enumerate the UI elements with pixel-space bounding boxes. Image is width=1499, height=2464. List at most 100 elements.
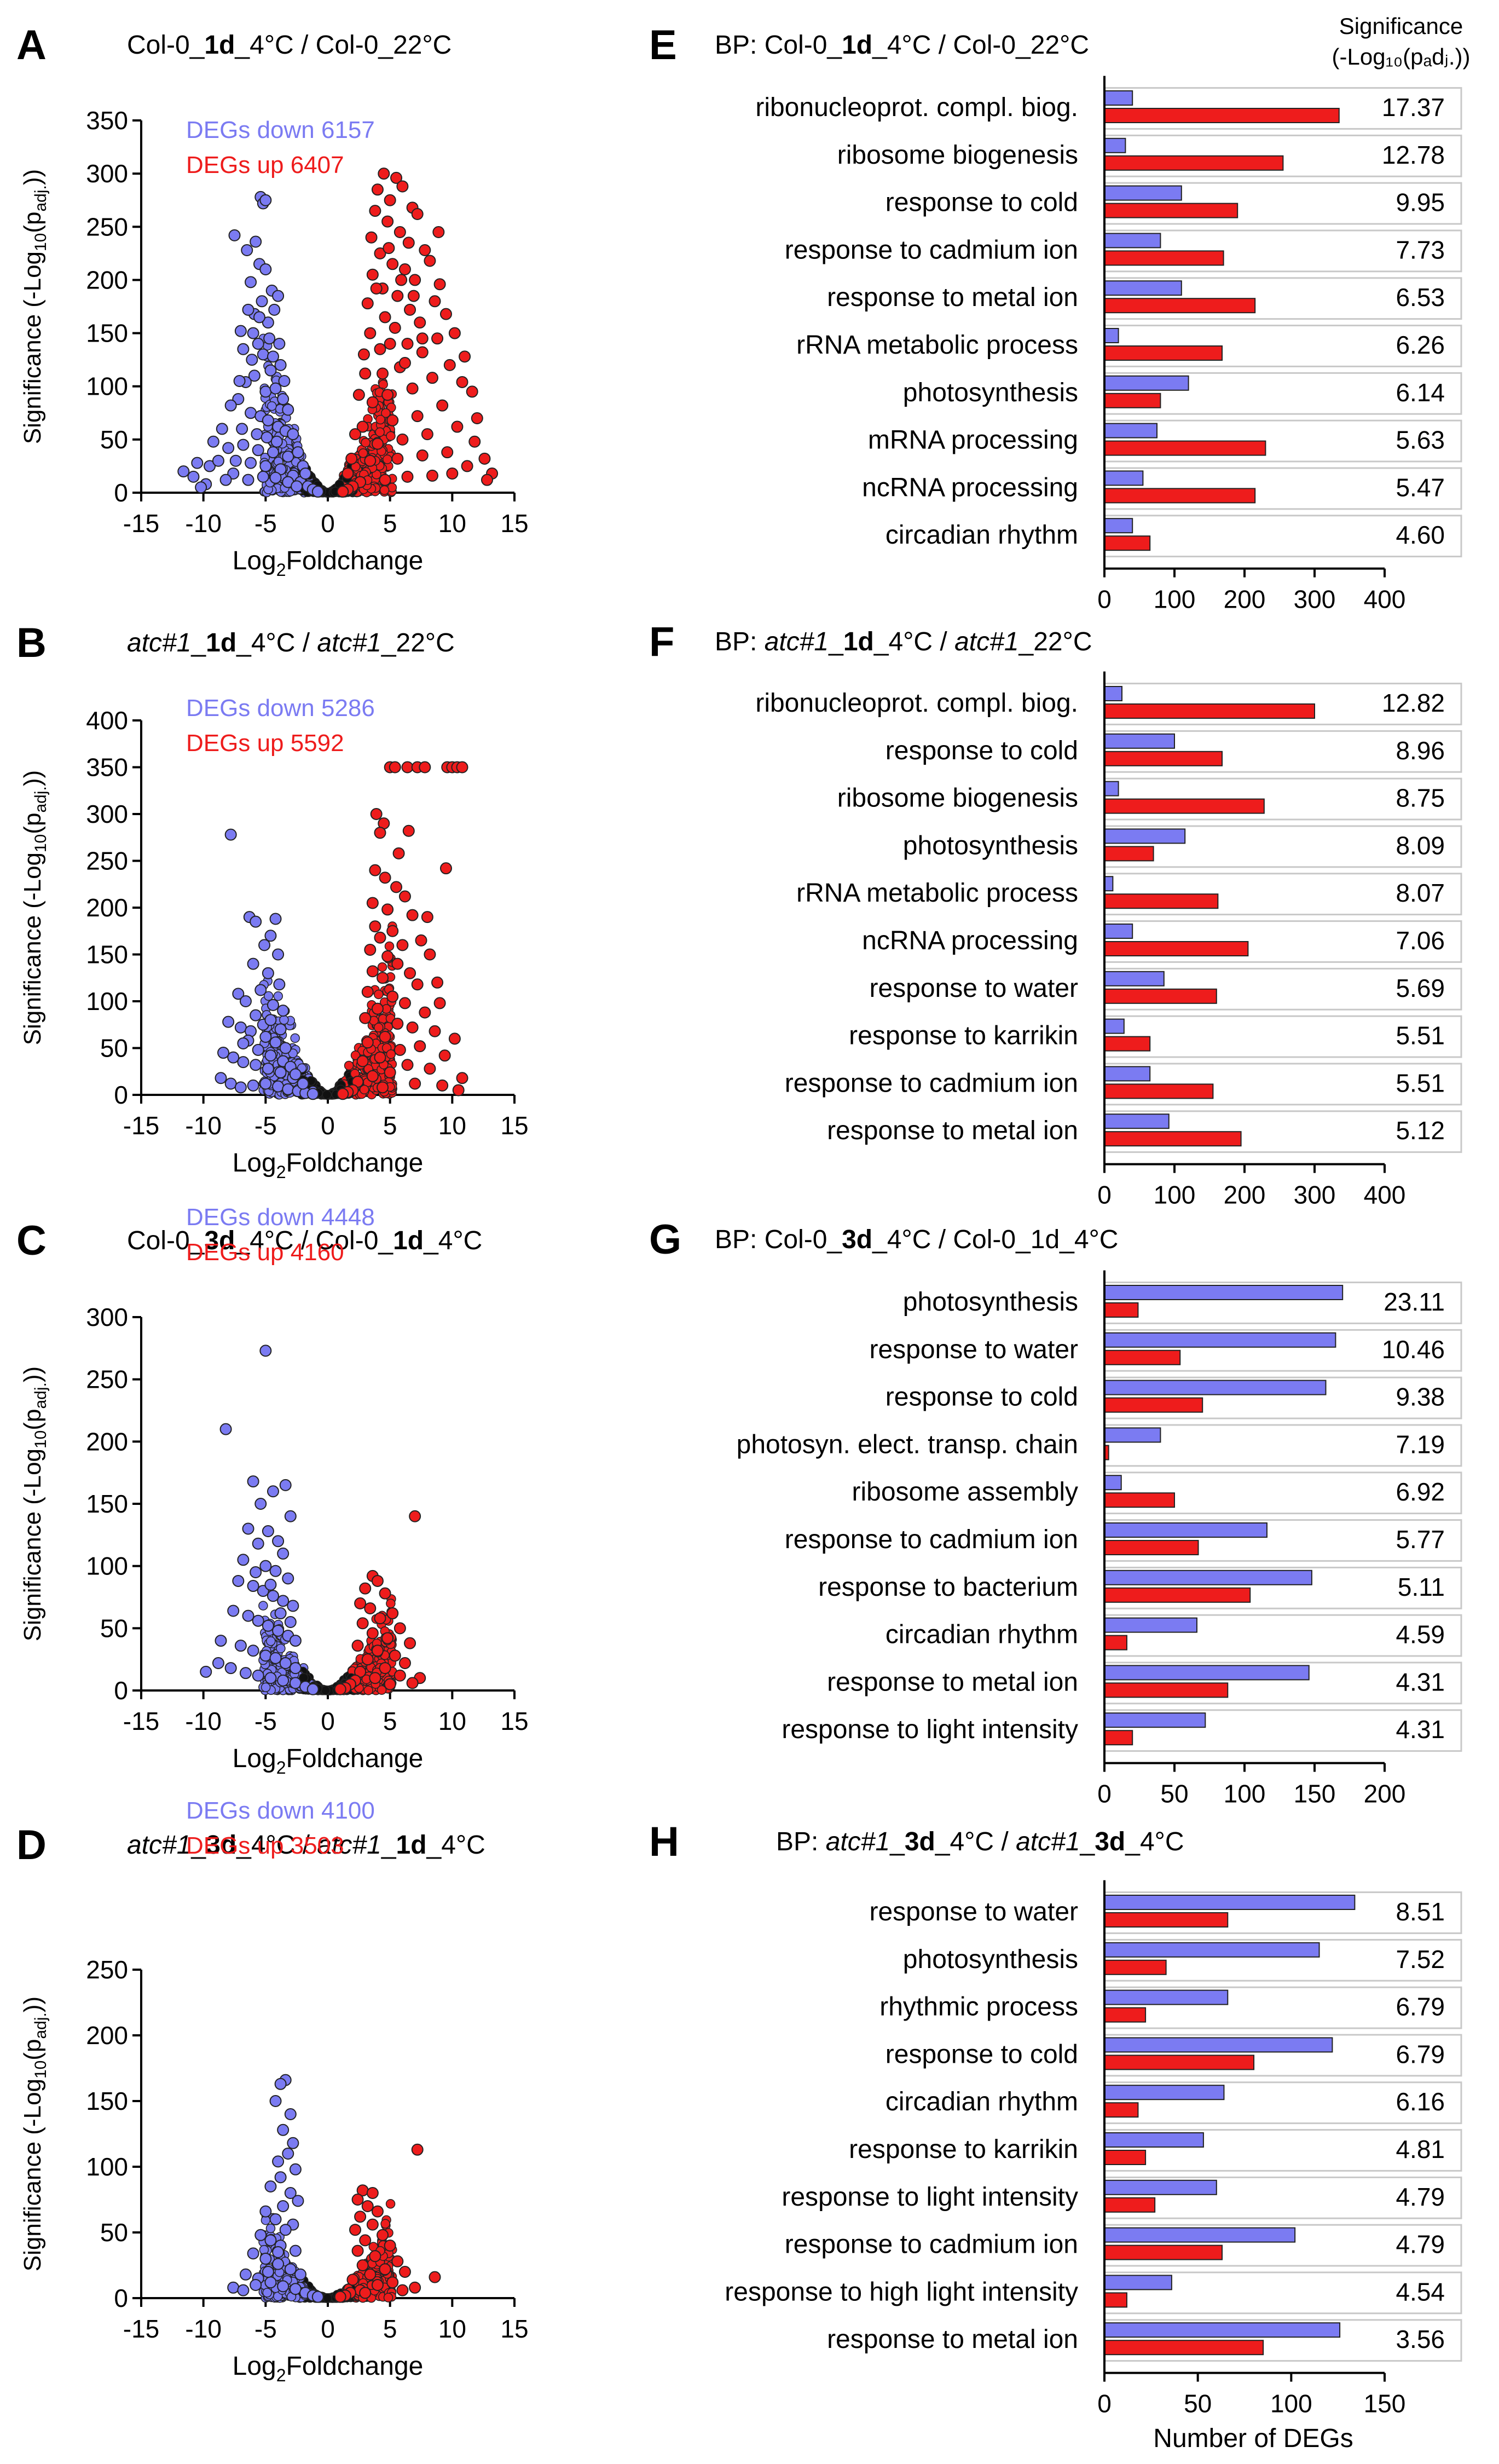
y-label-part: )) [19,1996,46,2012]
y-label-part: Significance (-Log [19,1449,46,1641]
scatter-point-up [377,2229,389,2241]
x-tick-label-A: 5 [383,509,397,538]
scatter-point-up [393,226,406,238]
scatter-point-down [261,431,273,443]
bar-up-H [1104,1912,1229,1928]
bar-up-F [1104,703,1315,719]
scatter-point-up [361,985,374,998]
scatter-point-up [383,242,395,255]
scatter-point-down [277,1595,290,1607]
category-label-F: photosynthesis [903,831,1078,860]
x-label-part: Log [233,546,276,575]
scatter-point-up [379,474,391,486]
bar-up-E [1104,345,1223,361]
significance-value-F: 5.51 [1396,1022,1445,1050]
scatter-point-up [411,207,424,220]
scatter-point-up [364,943,377,956]
scatter-point-up [396,2284,409,2296]
scatter-point-down [237,1037,250,1049]
panel-title-H-part-6: _ [1080,1827,1096,1856]
bar-down-H [1104,2275,1172,2290]
scatter-point-down [279,1479,292,1491]
scatter-point-up [438,1049,451,1062]
x-tick-label-F: 0 [1097,1181,1112,1209]
scatter-point-down [259,1344,272,1357]
scatter-point-up [374,343,386,355]
scatter-point-up [478,452,491,465]
significance-value-H: 8.51 [1396,1897,1445,1926]
scatter-point-up [432,226,445,238]
x-tick-label-H: 150 [1364,2390,1406,2418]
scatter-point-down [279,1657,292,1669]
legend-down-D: DEGs down 4100 [186,1797,375,1824]
scatter-point-up [411,2143,424,2156]
significance-value-H: 7.52 [1396,1945,1445,1973]
x-tick-label-D: -10 [185,2315,221,2343]
y-tick-label-D: 0 [114,2284,128,2312]
scatter-point-down [177,465,190,478]
scatter-point-up [381,903,394,916]
bar-down-H [1104,1895,1356,1910]
scatter-point-up [369,205,381,217]
scatter-point-down [247,1580,259,1592]
scatter-point-down [267,999,279,1011]
scatter-point-up [379,311,391,324]
panel-title-G-part-1: 3d [842,1225,872,1254]
scatter-point-up [429,2271,441,2283]
y-tick-label-C: 50 [100,1614,128,1642]
scatter-point-up [402,824,415,837]
significance-value-H: 4.54 [1396,2277,1445,2306]
scatter-point-up [366,2218,379,2231]
scatter-point-down [239,1667,252,1680]
scatter-point-up [359,1012,372,1024]
scatter-point-up [395,274,408,286]
category-label-E: ribonucleoprot. compl. biog. [755,93,1078,122]
scatter-point-down [272,2258,285,2270]
scatter-point-up [334,2290,346,2303]
scatter-point-down [212,454,224,467]
scatter-point-up [389,761,401,774]
significance-value-F: 5.12 [1396,1116,1445,1145]
scatter-point-down [242,1522,254,1535]
scatter-point-up [386,258,399,270]
scatter-point-up [356,2259,369,2271]
scatter-point-down [224,399,237,412]
panel-title-D-part-5: _ [381,1831,397,1860]
x-tick-label-E: 400 [1364,585,1406,614]
scatter-point-up [346,2273,359,2286]
bar-down-G [1104,1665,1310,1681]
scatter-point-up [398,997,411,1009]
bar-up-G [1104,1682,1229,1698]
scatter-point-up [384,338,396,350]
scatter-point-down [219,474,232,486]
panel-letter-A: A [16,22,47,68]
x-tick-label-B: -5 [254,1111,277,1140]
scatter-point-up [369,2250,381,2263]
scatter-point-down [259,385,272,398]
scatter-point-up [366,1070,379,1082]
bar-down-H [1104,2037,1333,2053]
panel-title-F-part-5: atc#1 [954,627,1018,656]
bar-up-E [1104,488,1256,504]
bar-down-G [1104,1475,1122,1491]
y-tick-label-C: 100 [86,1552,128,1580]
scatter-point-down [247,2247,259,2260]
scatter-point-down [284,1615,297,1628]
scatter-point-down [262,1063,274,1075]
scatter-point-down [277,1674,290,1687]
significance-value-G: 10.46 [1382,1335,1445,1364]
scatter-point-down [237,1056,250,1069]
bar-up-G [1104,1730,1133,1746]
x-tick-label-H: 0 [1097,2390,1112,2418]
scatter-point-down [269,2095,282,2107]
bar-up-G [1104,1587,1251,1603]
scatter-point-up [370,808,383,820]
scatter-point-down [236,423,248,435]
panel-letter-D: D [16,1822,47,1868]
scatter-point-down [282,1572,294,1585]
scatter-point-down [268,303,281,316]
y-tick-label-A: 100 [86,372,128,401]
y-tick-label-B: 400 [86,706,128,735]
legend-down-A: DEGs down 6157 [186,117,375,143]
bar-chart-F: F BP: atc#1_1d_4°C / atc#1_22°Cribonucleo… [649,619,1462,1209]
